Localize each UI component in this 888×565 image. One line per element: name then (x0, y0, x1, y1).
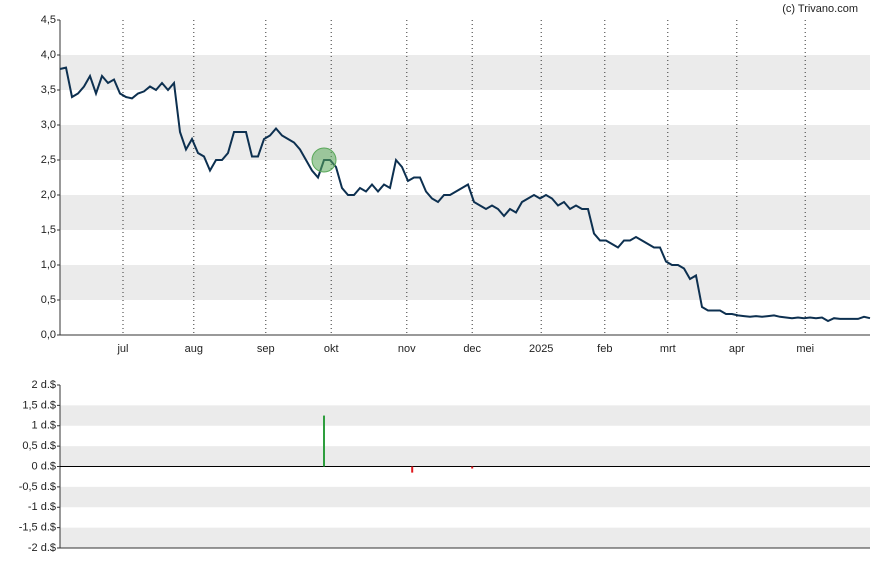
x-tick-label: nov (398, 343, 416, 355)
band (60, 125, 870, 160)
x-tick-label: 2025 (529, 343, 553, 355)
y-tick-label: 2 d.$ (32, 379, 56, 391)
x-tick-label: okt (324, 343, 339, 355)
band (60, 265, 870, 300)
y-tick-label: 4,5 (41, 14, 56, 26)
y-tick-label: 3,0 (41, 119, 56, 131)
band (60, 446, 870, 467)
y-tick-label: 0,5 (41, 294, 56, 306)
y-tick-label: 4,0 (41, 49, 56, 61)
x-tick-label: mrt (660, 343, 676, 355)
y-tick-label: 2,0 (41, 189, 56, 201)
y-tick-label: -0,5 d.$ (19, 481, 56, 493)
y-tick-label: 0 d.$ (32, 460, 56, 472)
y-tick-label: 3,5 (41, 84, 56, 96)
y-tick-label: 0,5 d.$ (22, 440, 56, 452)
band (60, 195, 870, 230)
x-tick-label: mei (796, 343, 814, 355)
x-tick-label: sep (257, 343, 275, 355)
x-tick-label: apr (729, 343, 745, 355)
x-tick-label: jul (116, 343, 128, 355)
y-tick-label: 1,0 (41, 259, 56, 271)
x-tick-label: aug (185, 343, 203, 355)
band (60, 486, 870, 508)
y-tick-label: 1,5 (41, 224, 56, 236)
y-tick-label: 1,5 d.$ (22, 399, 56, 411)
band (60, 55, 870, 90)
y-tick-label: 1 d.$ (32, 420, 56, 432)
credit: (c) Trivano.com (782, 3, 858, 15)
bar (411, 466, 414, 473)
bar (323, 415, 325, 467)
y-tick-label: 2,5 (41, 154, 56, 166)
price-line (59, 66, 871, 323)
band (60, 405, 870, 426)
y-tick-label: -2 d.$ (28, 542, 56, 554)
event-marker (311, 147, 337, 173)
x-tick-label: feb (597, 343, 612, 355)
y-tick-label: 0,0 (41, 329, 56, 341)
x-tick-label: dec (463, 343, 481, 355)
band (60, 527, 870, 548)
y-tick-label: -1 d.$ (28, 501, 56, 513)
y-tick-label: -1,5 d.$ (19, 522, 56, 534)
bar (471, 466, 474, 469)
